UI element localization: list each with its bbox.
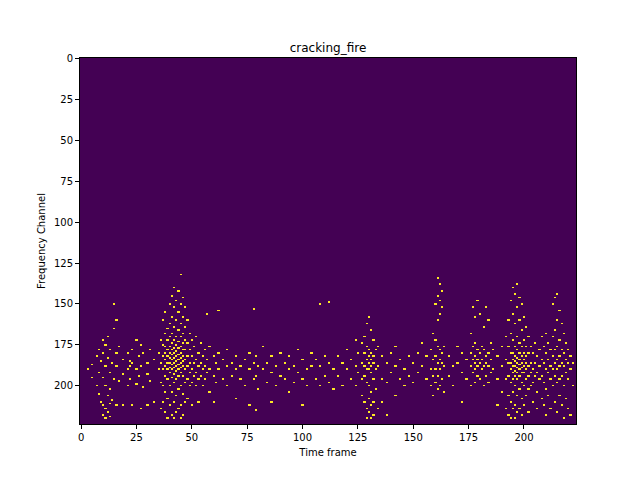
svg-text:150: 150	[404, 432, 423, 443]
svg-text:75: 75	[241, 432, 254, 443]
svg-text:125: 125	[54, 258, 73, 269]
svg-text:cracking_fire: cracking_fire	[290, 41, 367, 55]
svg-text:75: 75	[60, 176, 73, 187]
svg-text:0: 0	[78, 432, 84, 443]
svg-text:175: 175	[54, 339, 73, 350]
svg-text:100: 100	[293, 432, 312, 443]
svg-text:25: 25	[130, 432, 143, 443]
svg-text:25: 25	[60, 94, 73, 105]
svg-text:50: 50	[185, 432, 198, 443]
svg-text:Time frame: Time frame	[298, 447, 356, 458]
svg-text:150: 150	[54, 298, 73, 309]
svg-text:0: 0	[67, 53, 73, 64]
svg-text:200: 200	[514, 432, 533, 443]
svg-text:175: 175	[459, 432, 478, 443]
svg-text:50: 50	[60, 135, 73, 146]
svg-text:Frequency Channel: Frequency Channel	[36, 193, 47, 289]
svg-text:125: 125	[348, 432, 367, 443]
svg-text:200: 200	[54, 380, 73, 391]
svg-text:100: 100	[54, 217, 73, 228]
